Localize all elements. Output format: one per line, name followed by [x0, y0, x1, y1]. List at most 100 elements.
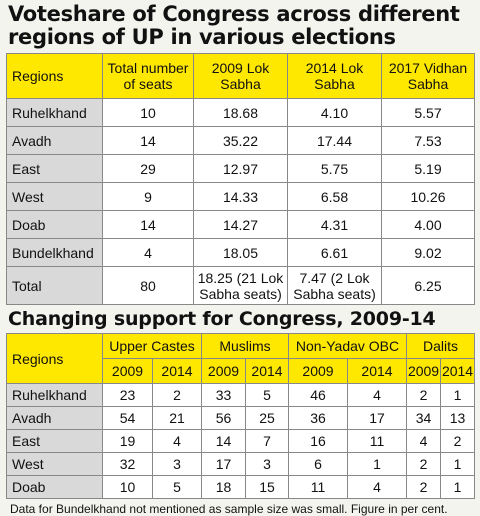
region-cell: Ruhelkhand: [6, 98, 103, 127]
voteshare-title: Voteshare of Congress across different r…: [8, 2, 460, 49]
table-row: East 29 12.97 5.75 5.19: [6, 154, 475, 183]
region-cell: West: [6, 182, 103, 211]
table-row: Bundelkhand 4 18.05 6.61 9.02: [6, 238, 475, 267]
value-cell: 2: [406, 452, 442, 476]
footnote: Data for Bundelkhand not mentioned as sa…: [10, 502, 448, 516]
seats-cell: 14: [102, 126, 194, 155]
year-header: 2009: [102, 358, 153, 384]
value-cell: 9.02: [381, 238, 475, 267]
value-cell: 56: [201, 406, 246, 430]
total-2009-cell: 18.25 (21 Lok Sabha seats): [193, 266, 288, 305]
value-cell: 4.10: [287, 98, 382, 127]
header-dalits: Dalits: [406, 333, 476, 359]
value-cell: 21: [152, 406, 202, 430]
year-header: 2009: [201, 358, 246, 384]
value-cell: 1: [440, 475, 476, 499]
total-row: Total 80 18.25 (21 Lok Sabha seats) 7.47…: [6, 266, 475, 305]
value-cell: 3: [152, 452, 202, 476]
year-header: 2014: [152, 358, 202, 384]
table-row: Ruhelkhand 10 18.68 4.10 5.57: [6, 98, 475, 127]
region-cell: Avadh: [6, 406, 103, 430]
value-cell: 2: [440, 429, 476, 453]
value-cell: 15: [245, 475, 289, 499]
year-header: 2009: [288, 358, 348, 384]
value-cell: 25: [245, 406, 289, 430]
voteshare-table: Regions Total number of seats 2009 Lok S…: [6, 53, 475, 305]
value-cell: 14: [201, 429, 246, 453]
header-2017-vidhan-sabha: 2017 Vidhan Sabha: [381, 53, 475, 99]
value-cell: 4: [406, 429, 442, 453]
value-cell: 36: [288, 406, 348, 430]
value-cell: 5.75: [287, 154, 382, 183]
value-cell: 7.53: [381, 126, 475, 155]
value-cell: 18: [201, 475, 246, 499]
seats-cell: 10: [102, 98, 194, 127]
region-cell: Doab: [6, 475, 103, 499]
region-cell: East: [6, 429, 103, 453]
value-cell: 4: [152, 429, 202, 453]
value-cell: 6.61: [287, 238, 382, 267]
table-row: West 32 3 17 3 6 1 2 1: [6, 452, 476, 476]
header-regions: Regions: [6, 53, 103, 99]
header-total-seats: Total number of seats: [102, 53, 194, 99]
table-row: Ruhelkhand 23 2 33 5 46 4 2 1: [6, 383, 476, 407]
year-header: 2014: [245, 358, 289, 384]
total-2017-cell: 6.25: [381, 266, 475, 305]
value-cell: 34: [406, 406, 442, 430]
value-cell: 16: [288, 429, 348, 453]
region-cell: Ruhelkhand: [6, 383, 103, 407]
value-cell: 1: [440, 383, 476, 407]
header-muslims: Muslims: [201, 333, 289, 359]
header-2009-lok-sabha: 2009 Lok Sabha: [193, 53, 288, 99]
year-header-row: 2009 2014 2009 2014 2009 2014 2009 2014: [7, 358, 476, 384]
value-cell: 10.26: [381, 182, 475, 211]
value-cell: 13: [440, 406, 476, 430]
value-cell: 10: [102, 475, 153, 499]
value-cell: 11: [346, 429, 408, 453]
year-header: 2014: [440, 358, 476, 384]
value-cell: 1: [440, 452, 476, 476]
region-cell: Bundelkhand: [6, 238, 103, 267]
value-cell: 19: [102, 429, 153, 453]
value-cell: 5.57: [381, 98, 475, 127]
group-header-row: Regions Upper Castes Muslims Non-Yadav O…: [6, 333, 476, 384]
value-cell: 46: [288, 383, 348, 407]
table-row: Doab 14 14.27 4.31 4.00: [6, 210, 475, 239]
value-cell: 6.58: [287, 182, 382, 211]
value-cell: 17.44: [287, 126, 382, 155]
value-cell: 18.68: [193, 98, 288, 127]
total-2014-cell: 7.47 (2 Lok Sabha seats): [287, 266, 382, 305]
value-cell: 3: [245, 452, 289, 476]
region-cell: Avadh: [6, 126, 103, 155]
region-cell: West: [6, 452, 103, 476]
value-cell: 6: [288, 452, 348, 476]
value-cell: 7: [245, 429, 289, 453]
value-cell: 17: [346, 406, 408, 430]
value-cell: 4.31: [287, 210, 382, 239]
seats-cell: 29: [102, 154, 194, 183]
value-cell: 23: [102, 383, 153, 407]
region-cell: East: [6, 154, 103, 183]
voteshare-header-row: Regions Total number of seats 2009 Lok S…: [6, 53, 475, 99]
seats-cell: 9: [102, 182, 194, 211]
table-row: West 9 14.33 6.58 10.26: [6, 182, 475, 211]
value-cell: 14.33: [193, 182, 288, 211]
table-row: Doab 10 5 18 15 11 4 2 1: [6, 475, 476, 499]
value-cell: 4: [346, 383, 408, 407]
seats-cell: 4: [102, 238, 194, 267]
changing-support-table: Regions Upper Castes Muslims Non-Yadav O…: [6, 333, 476, 499]
value-cell: 2: [152, 383, 202, 407]
value-cell: 12.97: [193, 154, 288, 183]
value-cell: 2: [406, 475, 442, 499]
total-label: Total: [6, 266, 103, 305]
header-upper-castes: Upper Castes: [102, 333, 202, 359]
value-cell: 32: [102, 452, 153, 476]
header-regions: Regions: [6, 333, 103, 384]
value-cell: 4: [346, 475, 408, 499]
year-header: 2014: [346, 358, 408, 384]
header-2014-lok-sabha: 2014 Lok Sabha: [287, 53, 382, 99]
value-cell: 17: [201, 452, 246, 476]
value-cell: 2: [406, 383, 442, 407]
table-row: Avadh 54 21 56 25 36 17 34 13: [6, 406, 476, 430]
